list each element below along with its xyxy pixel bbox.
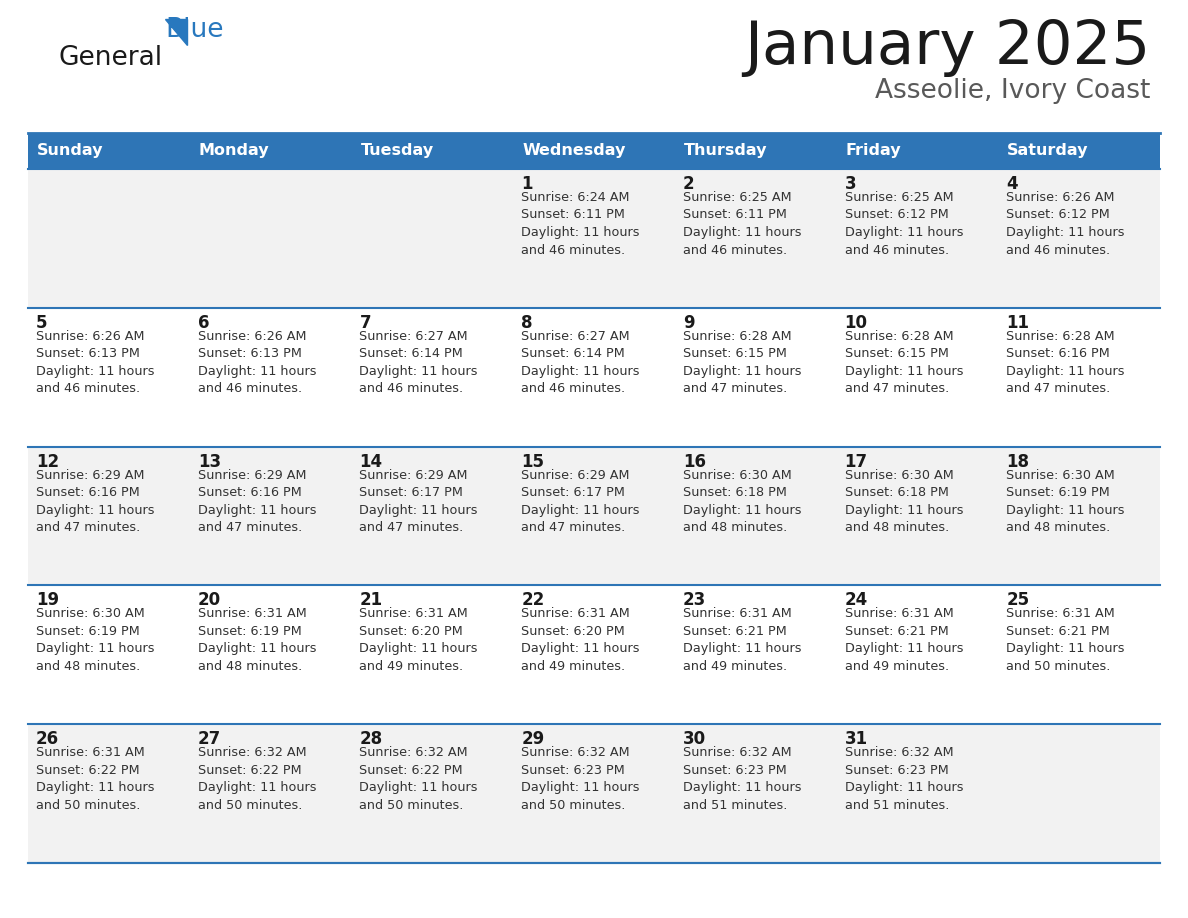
Bar <box>29 586 1159 724</box>
Text: Sunrise: 6:26 AM
Sunset: 6:13 PM
Daylight: 11 hours
and 46 minutes.: Sunrise: 6:26 AM Sunset: 6:13 PM Dayligh… <box>197 330 316 396</box>
Text: Blue: Blue <box>165 17 223 43</box>
Text: Sunrise: 6:30 AM
Sunset: 6:18 PM
Daylight: 11 hours
and 48 minutes.: Sunrise: 6:30 AM Sunset: 6:18 PM Dayligh… <box>683 468 802 534</box>
Text: Sunrise: 6:25 AM
Sunset: 6:11 PM
Daylight: 11 hours
and 46 minutes.: Sunrise: 6:25 AM Sunset: 6:11 PM Dayligh… <box>683 191 802 256</box>
Text: 10: 10 <box>845 314 867 331</box>
Text: Sunrise: 6:29 AM
Sunset: 6:17 PM
Daylight: 11 hours
and 47 minutes.: Sunrise: 6:29 AM Sunset: 6:17 PM Dayligh… <box>522 468 639 534</box>
Text: Sunrise: 6:31 AM
Sunset: 6:19 PM
Daylight: 11 hours
and 48 minutes.: Sunrise: 6:31 AM Sunset: 6:19 PM Dayligh… <box>197 608 316 673</box>
Text: Sunrise: 6:27 AM
Sunset: 6:14 PM
Daylight: 11 hours
and 46 minutes.: Sunrise: 6:27 AM Sunset: 6:14 PM Dayligh… <box>522 330 639 396</box>
Text: Sunrise: 6:30 AM
Sunset: 6:18 PM
Daylight: 11 hours
and 48 minutes.: Sunrise: 6:30 AM Sunset: 6:18 PM Dayligh… <box>845 468 963 534</box>
Text: 22: 22 <box>522 591 544 610</box>
Bar <box>675 133 836 169</box>
Text: Sunday: Sunday <box>37 143 103 159</box>
Text: Sunrise: 6:28 AM
Sunset: 6:16 PM
Daylight: 11 hours
and 47 minutes.: Sunrise: 6:28 AM Sunset: 6:16 PM Dayligh… <box>1006 330 1125 396</box>
Bar <box>836 133 998 169</box>
Text: General: General <box>58 45 162 71</box>
Polygon shape <box>165 19 187 45</box>
Text: 19: 19 <box>36 591 59 610</box>
Text: Sunrise: 6:29 AM
Sunset: 6:16 PM
Daylight: 11 hours
and 47 minutes.: Sunrise: 6:29 AM Sunset: 6:16 PM Dayligh… <box>36 468 154 534</box>
Text: Sunrise: 6:31 AM
Sunset: 6:20 PM
Daylight: 11 hours
and 49 minutes.: Sunrise: 6:31 AM Sunset: 6:20 PM Dayligh… <box>522 608 639 673</box>
Bar <box>29 133 190 169</box>
Text: Sunrise: 6:32 AM
Sunset: 6:23 PM
Daylight: 11 hours
and 51 minutes.: Sunrise: 6:32 AM Sunset: 6:23 PM Dayligh… <box>845 746 963 812</box>
Text: 16: 16 <box>683 453 706 471</box>
Text: Thursday: Thursday <box>684 143 767 159</box>
Text: Sunrise: 6:30 AM
Sunset: 6:19 PM
Daylight: 11 hours
and 48 minutes.: Sunrise: 6:30 AM Sunset: 6:19 PM Dayligh… <box>36 608 154 673</box>
Text: Sunrise: 6:25 AM
Sunset: 6:12 PM
Daylight: 11 hours
and 46 minutes.: Sunrise: 6:25 AM Sunset: 6:12 PM Dayligh… <box>845 191 963 256</box>
Text: Sunrise: 6:30 AM
Sunset: 6:19 PM
Daylight: 11 hours
and 48 minutes.: Sunrise: 6:30 AM Sunset: 6:19 PM Dayligh… <box>1006 468 1125 534</box>
Bar <box>29 446 1159 586</box>
Bar <box>513 133 675 169</box>
Text: 31: 31 <box>845 730 867 748</box>
Text: 17: 17 <box>845 453 867 471</box>
Text: 6: 6 <box>197 314 209 331</box>
Text: 13: 13 <box>197 453 221 471</box>
Text: Tuesday: Tuesday <box>360 143 434 159</box>
Text: Saturday: Saturday <box>1007 143 1088 159</box>
Text: Sunrise: 6:31 AM
Sunset: 6:20 PM
Daylight: 11 hours
and 49 minutes.: Sunrise: 6:31 AM Sunset: 6:20 PM Dayligh… <box>360 608 478 673</box>
Text: Sunrise: 6:32 AM
Sunset: 6:23 PM
Daylight: 11 hours
and 50 minutes.: Sunrise: 6:32 AM Sunset: 6:23 PM Dayligh… <box>522 746 639 812</box>
Text: Sunrise: 6:32 AM
Sunset: 6:22 PM
Daylight: 11 hours
and 50 minutes.: Sunrise: 6:32 AM Sunset: 6:22 PM Dayligh… <box>197 746 316 812</box>
Text: 15: 15 <box>522 453 544 471</box>
Bar <box>29 169 1159 308</box>
Text: 20: 20 <box>197 591 221 610</box>
Text: Sunrise: 6:28 AM
Sunset: 6:15 PM
Daylight: 11 hours
and 47 minutes.: Sunrise: 6:28 AM Sunset: 6:15 PM Dayligh… <box>683 330 802 396</box>
Text: Sunrise: 6:31 AM
Sunset: 6:21 PM
Daylight: 11 hours
and 49 minutes.: Sunrise: 6:31 AM Sunset: 6:21 PM Dayligh… <box>845 608 963 673</box>
Text: Sunrise: 6:32 AM
Sunset: 6:23 PM
Daylight: 11 hours
and 51 minutes.: Sunrise: 6:32 AM Sunset: 6:23 PM Dayligh… <box>683 746 802 812</box>
Text: January 2025: January 2025 <box>744 18 1150 77</box>
Text: Sunrise: 6:26 AM
Sunset: 6:13 PM
Daylight: 11 hours
and 46 minutes.: Sunrise: 6:26 AM Sunset: 6:13 PM Dayligh… <box>36 330 154 396</box>
Text: 27: 27 <box>197 730 221 748</box>
Text: 28: 28 <box>360 730 383 748</box>
Bar <box>29 724 1159 863</box>
Text: 25: 25 <box>1006 591 1030 610</box>
Bar <box>190 133 352 169</box>
Text: 14: 14 <box>360 453 383 471</box>
Text: 29: 29 <box>522 730 544 748</box>
Text: Sunrise: 6:31 AM
Sunset: 6:22 PM
Daylight: 11 hours
and 50 minutes.: Sunrise: 6:31 AM Sunset: 6:22 PM Dayligh… <box>36 746 154 812</box>
Text: Sunrise: 6:28 AM
Sunset: 6:15 PM
Daylight: 11 hours
and 47 minutes.: Sunrise: 6:28 AM Sunset: 6:15 PM Dayligh… <box>845 330 963 396</box>
Bar <box>29 308 1159 446</box>
Text: 11: 11 <box>1006 314 1029 331</box>
Text: Sunrise: 6:24 AM
Sunset: 6:11 PM
Daylight: 11 hours
and 46 minutes.: Sunrise: 6:24 AM Sunset: 6:11 PM Dayligh… <box>522 191 639 256</box>
Text: 24: 24 <box>845 591 867 610</box>
Text: 21: 21 <box>360 591 383 610</box>
Text: Monday: Monday <box>198 143 270 159</box>
Text: 2: 2 <box>683 175 695 193</box>
Bar <box>352 133 513 169</box>
Text: Friday: Friday <box>846 143 902 159</box>
Text: 8: 8 <box>522 314 532 331</box>
Text: Sunrise: 6:26 AM
Sunset: 6:12 PM
Daylight: 11 hours
and 46 minutes.: Sunrise: 6:26 AM Sunset: 6:12 PM Dayligh… <box>1006 191 1125 256</box>
Text: 12: 12 <box>36 453 59 471</box>
Text: 7: 7 <box>360 314 371 331</box>
Text: Wednesday: Wednesday <box>523 143 626 159</box>
Text: 3: 3 <box>845 175 857 193</box>
Text: 18: 18 <box>1006 453 1029 471</box>
Text: 30: 30 <box>683 730 706 748</box>
Text: 5: 5 <box>36 314 48 331</box>
Text: 9: 9 <box>683 314 695 331</box>
Text: Asseolie, Ivory Coast: Asseolie, Ivory Coast <box>874 78 1150 104</box>
Text: 1: 1 <box>522 175 532 193</box>
Text: Sunrise: 6:31 AM
Sunset: 6:21 PM
Daylight: 11 hours
and 49 minutes.: Sunrise: 6:31 AM Sunset: 6:21 PM Dayligh… <box>683 608 802 673</box>
Text: Sunrise: 6:31 AM
Sunset: 6:21 PM
Daylight: 11 hours
and 50 minutes.: Sunrise: 6:31 AM Sunset: 6:21 PM Dayligh… <box>1006 608 1125 673</box>
Text: Sunrise: 6:29 AM
Sunset: 6:17 PM
Daylight: 11 hours
and 47 minutes.: Sunrise: 6:29 AM Sunset: 6:17 PM Dayligh… <box>360 468 478 534</box>
Bar <box>998 133 1159 169</box>
Text: Sunrise: 6:29 AM
Sunset: 6:16 PM
Daylight: 11 hours
and 47 minutes.: Sunrise: 6:29 AM Sunset: 6:16 PM Dayligh… <box>197 468 316 534</box>
Text: 23: 23 <box>683 591 706 610</box>
Text: Sunrise: 6:27 AM
Sunset: 6:14 PM
Daylight: 11 hours
and 46 minutes.: Sunrise: 6:27 AM Sunset: 6:14 PM Dayligh… <box>360 330 478 396</box>
Text: Sunrise: 6:32 AM
Sunset: 6:22 PM
Daylight: 11 hours
and 50 minutes.: Sunrise: 6:32 AM Sunset: 6:22 PM Dayligh… <box>360 746 478 812</box>
Text: 26: 26 <box>36 730 59 748</box>
Text: 4: 4 <box>1006 175 1018 193</box>
